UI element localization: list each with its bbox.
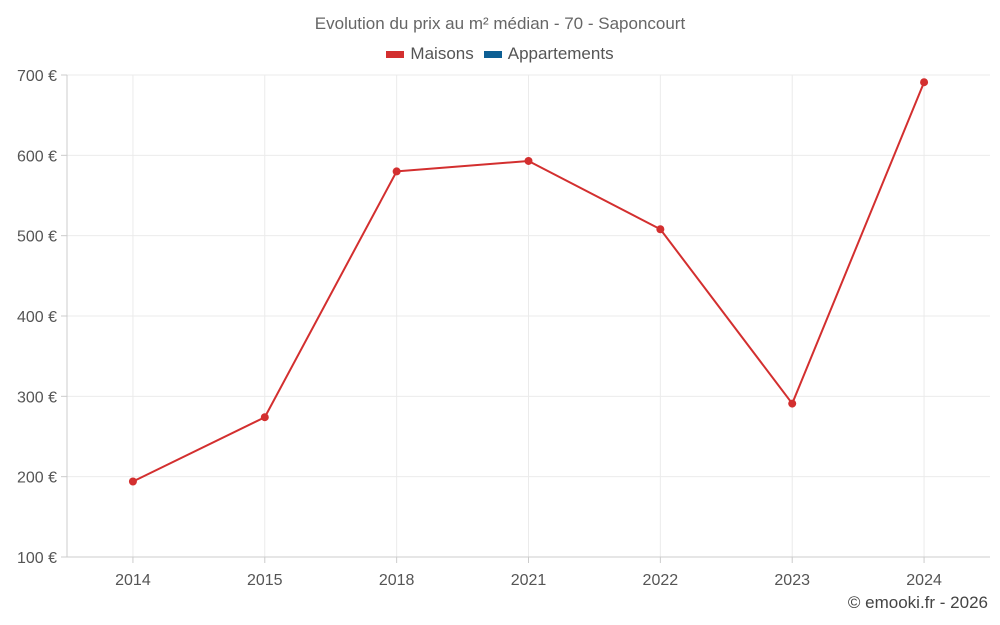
x-tick-label: 2014 [115,572,151,589]
x-tick-label: 2021 [511,572,547,589]
data-point-maisons [128,477,137,486]
x-tick-label: 2024 [906,572,942,589]
chart-title: Evolution du prix au m² médian - 70 - Sa… [314,14,686,33]
legend-item-appartements[interactable]: Appartements [483,44,614,64]
credit-text: © emooki.fr - 2026 [847,593,988,612]
data-point-maisons [656,225,665,234]
data-point-maisons [524,156,533,165]
x-tick-label: 2018 [379,572,415,589]
y-tick-label: 300 € [17,389,57,406]
legend-item-maisons[interactable]: Maisons [386,44,474,64]
legend-label-maisons: Maisons [410,44,474,63]
x-tick-label: 2022 [643,572,679,589]
data-point-maisons [920,78,929,87]
data-point-maisons [392,167,401,176]
y-tick-label: 500 € [17,229,57,246]
y-tick-label: 100 € [17,550,57,567]
legend-swatch-appartements [483,50,502,58]
y-tick-label: 200 € [17,470,57,487]
y-tick-label: 600 € [17,148,57,165]
legend-label-appartements: Appartements [507,44,614,63]
y-tick-label: 700 € [17,68,57,85]
y-tick-label: 400 € [17,309,57,326]
x-tick-label: 2023 [774,572,810,589]
data-point-maisons [788,399,797,408]
data-point-maisons [260,413,269,422]
legend-swatch-maisons [386,50,405,58]
chart-legend: Maisons Appartements [0,44,1000,64]
x-tick-label: 2015 [247,572,283,589]
